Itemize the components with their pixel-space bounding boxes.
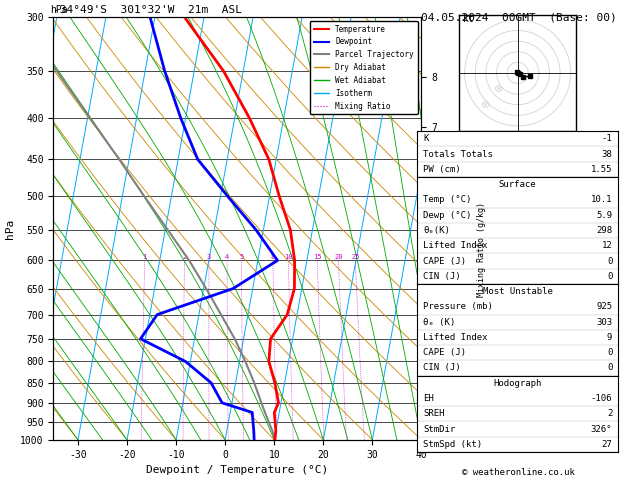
Text: 3: 3 bbox=[207, 255, 211, 260]
Text: CIN (J): CIN (J) bbox=[423, 272, 460, 281]
Text: 04.05.2024  00GMT  (Base: 00): 04.05.2024 00GMT (Base: 00) bbox=[421, 12, 616, 22]
Text: Pressure (mb): Pressure (mb) bbox=[423, 302, 493, 312]
Text: 1.55: 1.55 bbox=[591, 165, 612, 174]
Text: SREH: SREH bbox=[423, 409, 445, 418]
Text: -34°49'S  301°32'W  21m  ASL: -34°49'S 301°32'W 21m ASL bbox=[53, 5, 242, 15]
Text: 2: 2 bbox=[607, 409, 612, 418]
Text: StmSpd (kt): StmSpd (kt) bbox=[423, 440, 482, 449]
Text: 5: 5 bbox=[240, 255, 243, 260]
Text: 4: 4 bbox=[225, 255, 229, 260]
Text: StmDir: StmDir bbox=[423, 425, 455, 434]
Text: 20: 20 bbox=[334, 255, 343, 260]
Text: Totals Totals: Totals Totals bbox=[423, 150, 493, 158]
Text: 15: 15 bbox=[313, 255, 321, 260]
Text: 5.9: 5.9 bbox=[596, 211, 612, 220]
Text: Lifted Index: Lifted Index bbox=[423, 241, 487, 250]
Text: CAPE (J): CAPE (J) bbox=[423, 348, 466, 357]
Text: 0: 0 bbox=[607, 257, 612, 265]
X-axis label: Dewpoint / Temperature (°C): Dewpoint / Temperature (°C) bbox=[147, 465, 328, 475]
Text: EH: EH bbox=[423, 394, 434, 403]
Text: θₑ (K): θₑ (K) bbox=[423, 318, 455, 327]
Text: Hodograph: Hodograph bbox=[494, 379, 542, 388]
Text: CAPE (J): CAPE (J) bbox=[423, 257, 466, 265]
Text: 10: 10 bbox=[284, 255, 292, 260]
Text: 38: 38 bbox=[601, 150, 612, 158]
Text: ⊗: ⊗ bbox=[481, 100, 491, 110]
Text: Lifted Index: Lifted Index bbox=[423, 333, 487, 342]
Text: 326°: 326° bbox=[591, 425, 612, 434]
Text: 0: 0 bbox=[607, 272, 612, 281]
Text: kt: kt bbox=[462, 14, 474, 24]
Text: 27: 27 bbox=[601, 440, 612, 449]
Text: LCL: LCL bbox=[422, 417, 437, 426]
Text: 1: 1 bbox=[143, 255, 147, 260]
Text: © weatheronline.co.uk: © weatheronline.co.uk bbox=[462, 468, 576, 477]
Text: Dewp (°C): Dewp (°C) bbox=[423, 211, 472, 220]
Text: Temp (°C): Temp (°C) bbox=[423, 195, 472, 205]
Text: 8: 8 bbox=[271, 255, 275, 260]
Text: 0: 0 bbox=[607, 348, 612, 357]
Text: CIN (J): CIN (J) bbox=[423, 364, 460, 372]
Text: 303: 303 bbox=[596, 318, 612, 327]
Text: 2: 2 bbox=[182, 255, 187, 260]
Text: -1: -1 bbox=[601, 134, 612, 143]
Text: 925: 925 bbox=[596, 302, 612, 312]
Text: Mixing Ratio (g/kg): Mixing Ratio (g/kg) bbox=[477, 202, 486, 297]
Y-axis label: hPa: hPa bbox=[4, 218, 14, 239]
Text: 0: 0 bbox=[607, 364, 612, 372]
Text: 12: 12 bbox=[601, 241, 612, 250]
Text: 9: 9 bbox=[607, 333, 612, 342]
Legend: Temperature, Dewpoint, Parcel Trajectory, Dry Adiabat, Wet Adiabat, Isotherm, Mi: Temperature, Dewpoint, Parcel Trajectory… bbox=[310, 21, 418, 114]
Text: -106: -106 bbox=[591, 394, 612, 403]
Text: Most Unstable: Most Unstable bbox=[482, 287, 553, 296]
Text: 10.1: 10.1 bbox=[591, 195, 612, 205]
Text: 25: 25 bbox=[351, 255, 360, 260]
Text: Surface: Surface bbox=[499, 180, 537, 189]
Text: ⊗: ⊗ bbox=[494, 84, 503, 94]
Text: hPa: hPa bbox=[50, 4, 68, 15]
Text: K: K bbox=[423, 134, 428, 143]
Y-axis label: km
ASL: km ASL bbox=[445, 218, 462, 239]
Text: PW (cm): PW (cm) bbox=[423, 165, 460, 174]
Text: θₑ(K): θₑ(K) bbox=[423, 226, 450, 235]
Text: 298: 298 bbox=[596, 226, 612, 235]
